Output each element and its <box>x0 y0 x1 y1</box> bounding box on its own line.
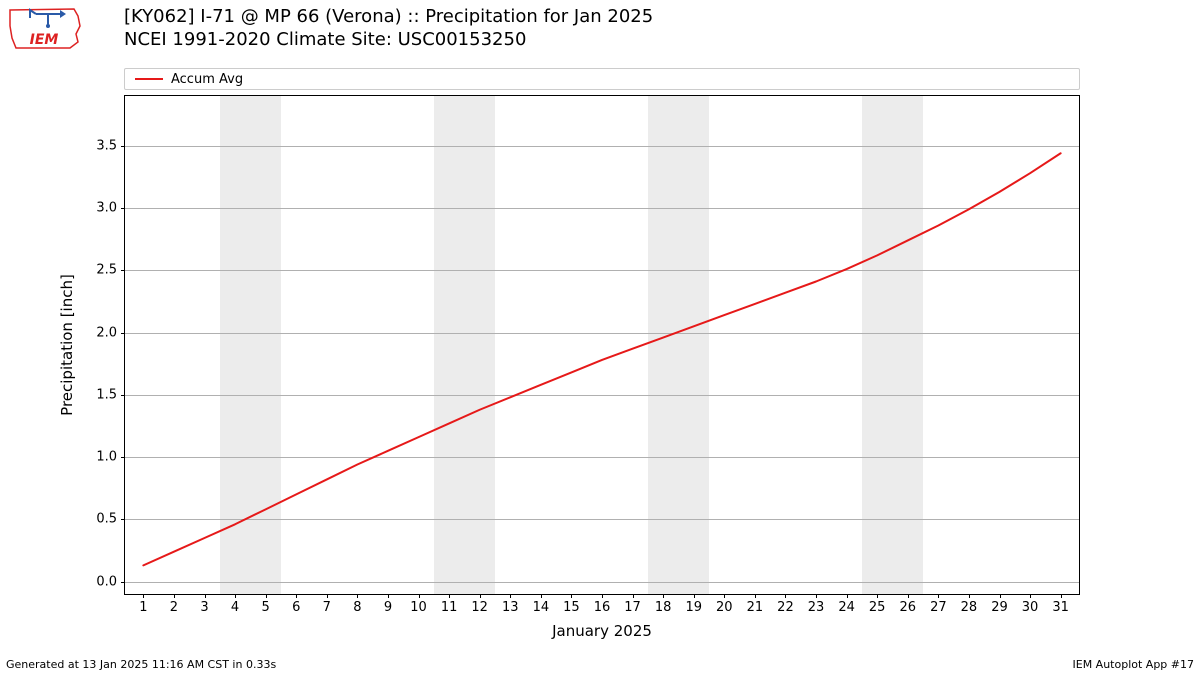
title-line-2: NCEI 1991-2020 Climate Site: USC00153250 <box>124 29 653 52</box>
y-tick-label: 3.0 <box>96 201 125 216</box>
x-tick-label: 3 <box>200 594 208 615</box>
plot-area: Precipitation [inch] January 2025 0.00.5… <box>124 95 1080 595</box>
y-tick-label: 0.5 <box>96 512 125 527</box>
x-axis-label: January 2025 <box>552 622 652 640</box>
title-line-1: [KY062] I-71 @ MP 66 (Verona) :: Precipi… <box>124 6 653 29</box>
legend-swatch <box>135 78 163 80</box>
series-accum-avg <box>143 153 1060 565</box>
x-tick-label: 1 <box>139 594 147 615</box>
y-tick-label: 2.0 <box>96 325 125 340</box>
x-tick-label: 15 <box>563 594 580 615</box>
legend: Accum Avg <box>124 68 1080 90</box>
x-tick-label: 18 <box>655 594 672 615</box>
chart-title: [KY062] I-71 @ MP 66 (Verona) :: Precipi… <box>124 6 653 51</box>
legend-label: Accum Avg <box>171 72 243 87</box>
x-tick-label: 22 <box>777 594 794 615</box>
x-tick-label: 19 <box>685 594 702 615</box>
x-tick-label: 27 <box>930 594 947 615</box>
x-tick-label: 11 <box>441 594 458 615</box>
chart-svg <box>125 96 1079 594</box>
x-tick-label: 7 <box>323 594 331 615</box>
y-axis-label: Precipitation [inch] <box>58 274 76 416</box>
x-tick-label: 5 <box>262 594 270 615</box>
x-tick-label: 28 <box>961 594 978 615</box>
x-tick-label: 24 <box>838 594 855 615</box>
x-tick-label: 17 <box>624 594 641 615</box>
x-tick-label: 12 <box>471 594 488 615</box>
x-tick-label: 25 <box>869 594 886 615</box>
iem-logo: IEM <box>6 4 86 58</box>
x-tick-label: 16 <box>594 594 611 615</box>
x-tick-label: 6 <box>292 594 300 615</box>
footer-generated: Generated at 13 Jan 2025 11:16 AM CST in… <box>6 658 276 671</box>
y-tick-label: 1.0 <box>96 450 125 465</box>
x-tick-label: 13 <box>502 594 519 615</box>
x-tick-label: 10 <box>410 594 427 615</box>
x-tick-label: 23 <box>808 594 825 615</box>
x-tick-label: 21 <box>747 594 764 615</box>
x-tick-label: 8 <box>353 594 361 615</box>
x-tick-label: 2 <box>170 594 178 615</box>
x-tick-label: 26 <box>899 594 916 615</box>
footer-app: IEM Autoplot App #17 <box>1073 658 1195 671</box>
x-tick-label: 4 <box>231 594 239 615</box>
x-tick-label: 20 <box>716 594 733 615</box>
logo-text: IEM <box>30 32 59 48</box>
x-tick-label: 30 <box>1022 594 1039 615</box>
y-tick-label: 2.5 <box>96 263 125 278</box>
x-tick-label: 31 <box>1052 594 1069 615</box>
y-tick-label: 0.0 <box>96 574 125 589</box>
y-tick-label: 3.5 <box>96 138 125 153</box>
x-tick-label: 14 <box>533 594 550 615</box>
y-tick-label: 1.5 <box>96 387 125 402</box>
x-tick-label: 9 <box>384 594 392 615</box>
page-root: IEM [KY062] I-71 @ MP 66 (Verona) :: Pre… <box>0 0 1200 675</box>
x-tick-label: 29 <box>991 594 1008 615</box>
